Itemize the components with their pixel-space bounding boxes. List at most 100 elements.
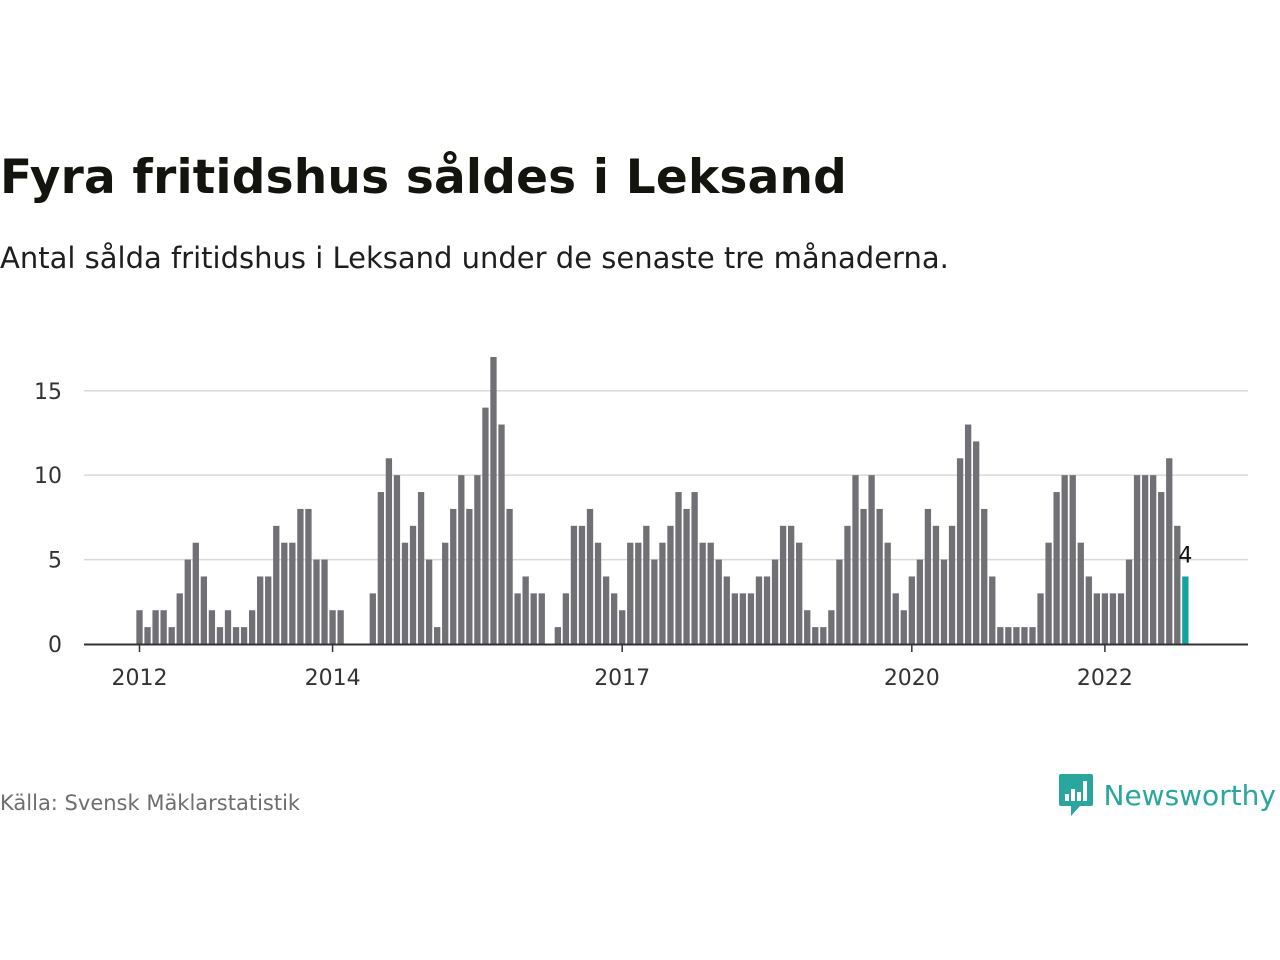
bar xyxy=(908,576,915,644)
bar xyxy=(779,525,787,644)
bar xyxy=(273,525,280,644)
y-tick-label: 10 xyxy=(34,464,62,489)
x-axis-ticks: 2012 2014 2017 2020 2022 xyxy=(112,644,1133,691)
bar xyxy=(578,525,586,644)
bar xyxy=(152,610,159,644)
bar xyxy=(804,610,811,644)
bar xyxy=(997,627,1004,644)
bar xyxy=(836,559,843,644)
chart-subtitle: Antal sålda fritidshus i Leksand under d… xyxy=(0,241,949,275)
bar xyxy=(683,508,690,644)
bar xyxy=(659,542,666,644)
bar-highlight xyxy=(1182,576,1189,644)
bar xyxy=(611,593,618,644)
bar xyxy=(747,593,755,644)
bar xyxy=(1085,576,1092,644)
brand-logo: Newsworthy xyxy=(1058,770,1276,820)
bar xyxy=(570,525,578,644)
bar xyxy=(940,559,948,644)
bar xyxy=(1037,593,1044,644)
data-label-last: 4 xyxy=(1178,543,1192,568)
bar xyxy=(506,508,513,644)
bar xyxy=(981,508,988,644)
bar xyxy=(787,525,795,644)
bar xyxy=(667,525,674,644)
bar xyxy=(409,525,417,644)
bar xyxy=(1061,475,1068,644)
bar xyxy=(482,407,489,644)
bar xyxy=(240,627,248,644)
bar xyxy=(675,492,682,644)
bar xyxy=(989,576,996,644)
bar xyxy=(699,542,706,644)
bar xyxy=(932,525,940,644)
bar xyxy=(192,542,199,644)
bar xyxy=(844,525,851,644)
bar xyxy=(820,627,827,644)
bar xyxy=(1045,542,1052,644)
bar xyxy=(466,508,473,644)
bar xyxy=(755,576,763,644)
bar xyxy=(964,424,972,644)
bar xyxy=(1093,593,1101,644)
bar xyxy=(522,576,529,644)
source-note: Källa: Svensk Mäklarstatistik xyxy=(0,791,301,815)
bar xyxy=(924,508,932,644)
bar xyxy=(442,542,449,644)
data-labels: 4 xyxy=(1178,543,1192,568)
bar xyxy=(208,610,216,644)
bar xyxy=(297,508,304,644)
bar xyxy=(586,508,594,644)
bar xyxy=(1150,475,1157,644)
bar xyxy=(916,559,924,644)
bar xyxy=(385,458,393,644)
bar xyxy=(377,492,384,644)
bar xyxy=(860,508,867,644)
bar xyxy=(1021,627,1028,644)
newsworthy-logo-icon xyxy=(1058,774,1093,816)
bar xyxy=(514,593,521,644)
bar xyxy=(1141,475,1149,644)
bar xyxy=(1077,542,1084,644)
bar xyxy=(643,525,650,644)
x-tick-label: 2022 xyxy=(1077,666,1133,691)
bar xyxy=(876,508,883,644)
bar xyxy=(796,542,803,644)
bar xyxy=(771,559,779,644)
bar xyxy=(490,357,497,644)
bar xyxy=(305,508,312,644)
bar xyxy=(635,542,642,644)
bar xyxy=(1029,627,1036,644)
bar xyxy=(562,593,570,644)
bar xyxy=(1166,458,1173,644)
bar xyxy=(884,542,891,644)
bar xyxy=(812,627,819,644)
bar xyxy=(1133,475,1141,644)
chart-title: Fyra fritidshus såldes i Leksand xyxy=(0,150,848,205)
bar xyxy=(265,576,272,644)
bar xyxy=(538,593,545,644)
x-tick-label: 2017 xyxy=(594,666,650,691)
bar xyxy=(594,542,602,644)
bar xyxy=(828,610,835,644)
bar xyxy=(627,542,634,644)
bar xyxy=(1109,593,1117,644)
bar xyxy=(224,610,232,644)
bar xyxy=(498,424,505,644)
bar xyxy=(417,492,425,644)
bar xyxy=(739,593,747,644)
bar xyxy=(530,593,537,644)
bar xyxy=(450,508,457,644)
bar xyxy=(691,492,698,644)
bar xyxy=(948,525,956,644)
y-axis-ticks: 0 5 10 15 xyxy=(34,380,62,658)
bar xyxy=(619,610,626,644)
x-tick-label: 2014 xyxy=(305,666,361,691)
bar xyxy=(337,610,344,644)
bar xyxy=(1069,475,1076,644)
bar xyxy=(200,576,208,644)
bar xyxy=(289,542,296,644)
bar xyxy=(1013,627,1020,644)
bar xyxy=(651,559,658,644)
bar xyxy=(160,610,167,644)
